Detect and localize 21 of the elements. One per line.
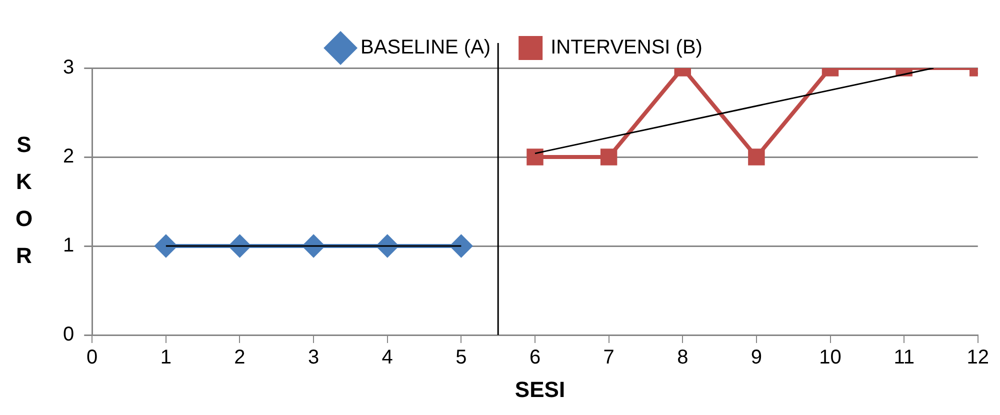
x-tick-label: 3 [308,346,320,369]
x-tick-label: 0 [86,346,98,369]
x-tick-label: 10 [819,346,842,369]
y-tick-label: 2 [63,146,74,168]
x-tick-label: 12 [966,346,989,369]
x-tick-label: 4 [382,346,393,369]
x-tick-label: 8 [677,346,688,369]
x-tick-label: 6 [529,346,541,369]
legend-label: BASELINE (A) [360,36,491,59]
x-tick-label: 1 [160,346,172,369]
legend-label: INTERVENSI (B) [550,36,702,59]
x-tick-label: 2 [234,346,246,369]
y-axis-title: SKOR [14,131,34,270]
y-tick-label: 3 [63,56,74,79]
y-tick-label: 0 [63,324,74,346]
x-tick-label: 7 [603,346,614,369]
x-tick-label: 9 [750,346,762,369]
y-tick-label: 1 [63,234,74,257]
x-axis-title: SESI [514,377,566,403]
x-tick-label: 11 [894,346,914,369]
x-tick-label: 5 [456,346,467,369]
